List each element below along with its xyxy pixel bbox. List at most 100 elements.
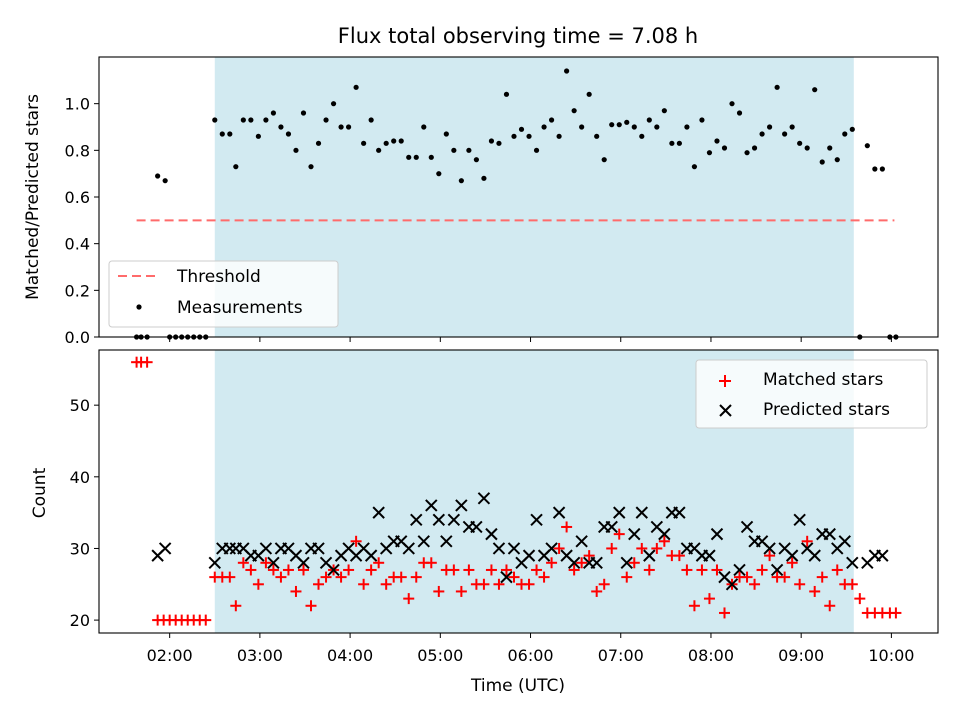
measurement-point — [872, 166, 878, 172]
predicted-star-point — [522, 549, 536, 562]
matched-star-point — [658, 535, 670, 547]
predicted-star-point — [208, 556, 221, 569]
matched-star-point — [703, 593, 715, 605]
matched-star-point — [455, 585, 467, 597]
measurement-point — [729, 101, 735, 107]
measurement-point — [248, 117, 254, 123]
x-tick-label: 08:00 — [688, 646, 734, 665]
matched-star-point — [598, 578, 610, 590]
matched-star-point — [824, 600, 836, 612]
measurement-point — [669, 140, 675, 146]
measurement-point — [458, 178, 464, 184]
measurement-point — [315, 140, 322, 146]
matched-star-point — [260, 557, 272, 569]
predicted-star-point — [846, 556, 859, 569]
measurement-point — [706, 150, 713, 156]
matched-star-point — [651, 542, 663, 554]
measurement-point — [661, 108, 667, 114]
predicted-star-point — [733, 563, 746, 577]
predicted-star-point — [455, 499, 468, 512]
matched-star-point — [493, 578, 505, 590]
measurement-point — [819, 159, 825, 165]
matched-star-point — [395, 571, 407, 583]
predicted-star-point — [267, 556, 280, 569]
measurement-point — [308, 164, 314, 170]
measurement-point — [564, 68, 570, 74]
measurement-point — [744, 150, 750, 156]
matched-star-point — [200, 614, 212, 626]
measurement-point — [684, 124, 690, 130]
predicted-star-point — [763, 542, 776, 555]
y-tick-label: 30 — [70, 539, 90, 558]
predicted-star-point — [364, 549, 378, 562]
predicted-star-point — [158, 542, 172, 555]
matched-star-point — [275, 571, 287, 583]
matched-star-point — [568, 564, 580, 576]
top-y-axis-label: Matched/Predicted stars — [23, 94, 43, 300]
matched-star-point — [831, 564, 843, 576]
matched-star-point — [696, 564, 708, 576]
predicted-star-point — [703, 549, 716, 562]
measurement-point — [361, 140, 367, 146]
predicted-star-point — [673, 506, 686, 519]
measurement-point — [533, 147, 540, 153]
predicted-star-point — [823, 527, 836, 541]
measurement-point — [827, 145, 833, 151]
top-plot-frame — [98, 56, 939, 338]
matched-star-point — [373, 557, 385, 569]
matched-star-point — [350, 535, 362, 547]
measurement-point — [759, 131, 765, 137]
predicted-star-point — [312, 542, 325, 555]
measurement-point — [443, 131, 449, 137]
matched-star-point — [508, 571, 520, 583]
matched-star-point — [816, 571, 828, 583]
measurement-point — [714, 138, 720, 144]
predicted-star-point — [793, 513, 806, 527]
predicted-star-point — [770, 563, 784, 577]
measurement-point — [496, 140, 502, 146]
legend-predicted-label: Predicted stars — [763, 400, 890, 420]
measurement-point — [503, 91, 510, 97]
matched-star-point — [809, 585, 821, 597]
x-tick-label: 10:00 — [868, 646, 914, 665]
measurement-point — [383, 140, 389, 146]
measurement-point — [879, 166, 885, 172]
predicted-star-point — [567, 556, 581, 569]
measurement-point — [616, 122, 622, 128]
measurement-point — [631, 124, 637, 130]
matched-star-point — [500, 564, 512, 576]
measurement-point — [323, 117, 329, 123]
measurement-point — [376, 147, 382, 153]
predicted-star-point — [710, 527, 724, 541]
matched-star-point — [305, 600, 317, 612]
matched-star-point — [801, 535, 813, 547]
x-tick-label: 03:00 — [237, 646, 283, 665]
y-tick-label: 0.2 — [65, 281, 90, 300]
measurement-point — [155, 173, 161, 179]
predicted-star-point — [545, 542, 558, 555]
matched-star-point — [621, 571, 633, 583]
matched-star-point — [890, 607, 902, 619]
measurement-point — [255, 133, 261, 139]
top-legend: Threshold Measurements — [108, 260, 339, 328]
matched-star-point — [538, 571, 550, 583]
measurement-point — [338, 124, 344, 130]
predicted-star-point — [740, 520, 754, 534]
predicted-star-point — [447, 513, 461, 527]
predicted-star-point — [785, 549, 799, 562]
predicted-star-point — [658, 527, 671, 541]
predicted-star-point — [470, 520, 483, 534]
predicted-star-point — [440, 535, 453, 548]
predicted-star-point — [643, 549, 656, 562]
bottom-plot-counts: 20 30 40 50 02:00 03:00 04:00 05:00 06:00 07:00 0… — [30, 349, 939, 696]
matched-star-point — [297, 564, 309, 576]
top-plot-ratio: 0.0 0.2 0.4 0.6 0.8 1.0 Matched/Predicted sta… — [23, 56, 939, 347]
measurement-point — [451, 147, 457, 153]
matched-star-point — [448, 564, 460, 576]
y-tick-label: 0.4 — [65, 235, 90, 254]
predicted-star-point — [590, 556, 603, 569]
measurement-point — [691, 164, 698, 170]
x-tick-label: 07:00 — [598, 646, 644, 665]
matched-star-point — [403, 593, 415, 605]
measurement-point — [162, 178, 168, 184]
